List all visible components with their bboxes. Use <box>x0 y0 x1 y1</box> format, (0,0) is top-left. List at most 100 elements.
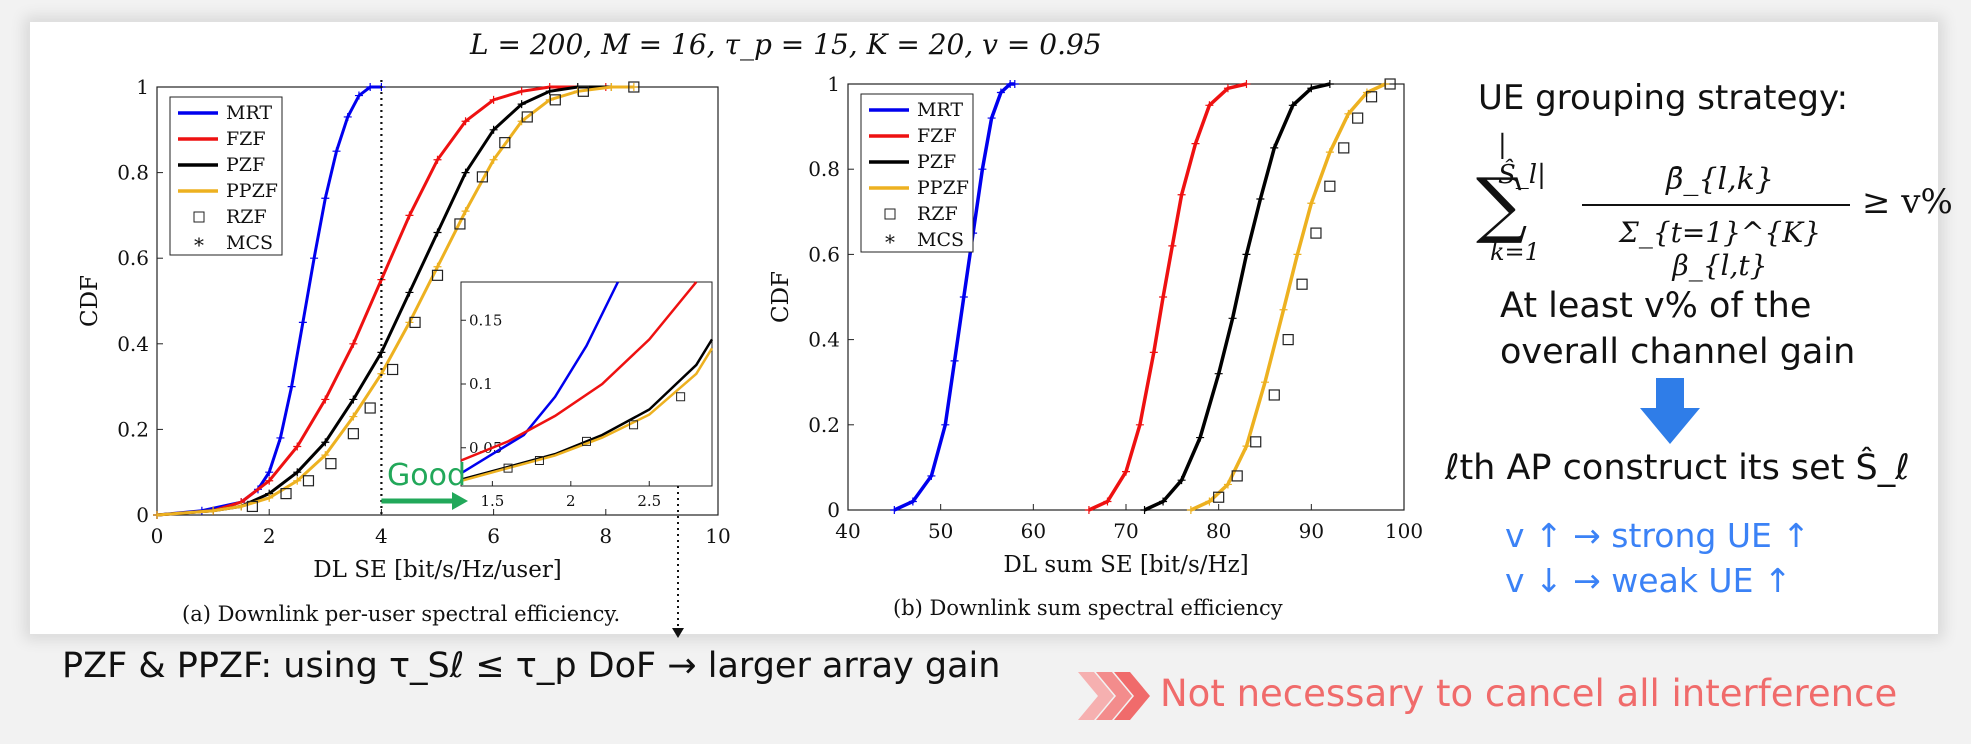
chart-b-mcs-marker <box>1270 143 1279 152</box>
chart-b-ylabel: CDF <box>768 271 794 323</box>
formula-lower-limit: k=1 <box>1490 238 1540 266</box>
chart-b-mcs-marker <box>1325 80 1334 88</box>
chart-a-mcs-marker <box>629 83 638 91</box>
chart-b-mcs-marker <box>1186 506 1195 514</box>
chart-b-mcs-marker <box>1205 497 1214 506</box>
formula-condition: ≥ v% <box>1862 182 1953 222</box>
chart-a-rzf-marker <box>499 137 511 149</box>
chart-b-mcs-marker <box>1288 101 1297 110</box>
chart-a-rzf-marker <box>246 500 258 513</box>
chart-a-mcs-marker <box>321 438 330 447</box>
chart-b-mcs-marker <box>1205 101 1214 110</box>
chart-a-mcs-marker <box>461 117 470 126</box>
chart-a-mcs-marker <box>349 412 358 421</box>
chart-b-rzf-marker <box>1338 142 1350 154</box>
chart-b-legend-label-mcs: MCS <box>917 229 964 251</box>
formula-upper-limit: |Ŝ_l| <box>1498 130 1546 190</box>
chart-b-rzf-marker <box>1213 491 1225 503</box>
chart-a-mcs-marker <box>517 100 526 109</box>
chart-a-ylabel: CDF <box>77 275 103 327</box>
chart-b-rzf-marker <box>1231 470 1243 482</box>
chart-a-rzf-marker <box>387 363 399 376</box>
chart-a-mcs-marker <box>366 83 375 91</box>
chart-a-mcs-marker <box>517 87 526 96</box>
chart-a-mcs-marker <box>517 117 526 126</box>
chart-a-mcs-marker <box>298 318 307 327</box>
chart-b-legend-label-mrt: MRT <box>917 99 963 121</box>
chart-b-mcs-marker <box>1325 148 1334 157</box>
chart-b-mcs-marker <box>941 420 950 429</box>
chart-b-xtick-label: 60 <box>1021 519 1046 543</box>
chart-a-rzf-marker <box>302 475 315 487</box>
chart-a-mcs-marker <box>354 91 363 100</box>
chart-a-mcs-marker <box>545 87 554 96</box>
chart-b-mcs-marker <box>1293 250 1302 259</box>
chart-b-mcs-marker <box>1159 497 1168 506</box>
chart-a-mcs-marker <box>433 262 442 271</box>
chart-a-caption: (a) Downlink per-user spectral efficienc… <box>182 602 621 626</box>
formula-denominator: Σ_{t=1}^{K} β_{l,t} <box>1619 216 1821 282</box>
chart-a-legend <box>169 96 283 256</box>
chart-b-mcs-marker <box>1223 480 1232 489</box>
ap-set-text: ℓth AP construct its set Ŝ_ℓ <box>1445 448 1910 488</box>
chart-a-mcs-marker <box>433 228 442 237</box>
chart-a-mcs-marker <box>293 442 302 451</box>
chart-b-mcs-marker <box>1214 369 1223 378</box>
chart-b-mcs-marker <box>959 293 968 301</box>
chart-a-mcs-marker <box>321 194 330 203</box>
chart-b-mcs-marker <box>1344 109 1353 118</box>
gain-text-line1: At least v% of the <box>1500 286 1812 326</box>
chart-a-legend-label-rzf: RZF <box>226 206 267 228</box>
inset-series-ppzf <box>460 347 714 483</box>
chart-a-mcs-marker <box>461 168 470 177</box>
chart-b-ytick-label: 0 <box>827 498 840 522</box>
strong-ue-text: v ↑ → strong UE ↑ <box>1505 516 1810 555</box>
chart-a-mcs-marker <box>209 506 218 515</box>
chart-b-ytick-label: 0.6 <box>808 242 840 266</box>
chart-b-mcs-marker <box>987 114 996 123</box>
chart-a-mcs-marker <box>287 382 296 391</box>
inset-series-mrt <box>460 281 620 475</box>
chart-a-mcs-marker <box>153 511 161 519</box>
chart-b-xtick-label: 70 <box>1113 519 1138 543</box>
bottom-note: PZF & PPZF: using τ_Sℓ ≤ τ_p DoF → large… <box>62 646 1001 686</box>
inset-rzf-marker <box>676 392 686 402</box>
chart-a-legend-swatch-rzf <box>193 211 205 223</box>
chart-a-mcs-marker <box>489 125 498 134</box>
inset-rzf-marker <box>629 420 639 430</box>
inset-xtick-label: 2.5 <box>637 492 661 510</box>
chart-b-ytick-label: 0.2 <box>808 413 840 437</box>
chart-a-legend-label-ppzf: PPZF <box>226 180 278 202</box>
chart-a-ytick-label: 0.4 <box>117 332 149 356</box>
chart-b-mcs-marker <box>1261 378 1269 387</box>
chart-b-legend-label-rzf: RZF <box>917 203 958 225</box>
chart-a-mcs-marker <box>349 395 358 404</box>
chart-a-xtick-label: 2 <box>263 524 276 548</box>
chart-b-mcs-marker <box>1084 506 1093 514</box>
chart-b-mcs-marker <box>978 165 987 174</box>
chart-a-mcs-marker <box>343 112 352 121</box>
inset-ytick-label: 0.15 <box>469 311 502 329</box>
chart-a-rzf-marker <box>454 218 466 230</box>
chart-b-legend-label-pzf: PZF <box>917 151 956 173</box>
chart-a-mcs-marker <box>377 369 386 378</box>
chart-b-xtick-label: 90 <box>1299 519 1324 543</box>
chart-a-xtick-label: 4 <box>375 524 388 548</box>
chart-a-mcs-marker <box>276 433 285 442</box>
chart-b-xtick-label: 50 <box>928 519 953 543</box>
chart-a-rzf-marker <box>628 81 640 93</box>
simulation-parameters: L = 200, M = 16, τ_p = 15, K = 20, v = 0… <box>470 28 1102 61</box>
chart-b-ytick-label: 0.4 <box>808 328 840 352</box>
chart-b-mcs-marker <box>927 471 936 480</box>
strategy-title: UE grouping strategy: <box>1478 78 1849 118</box>
chart-b-mcs-marker <box>996 88 1005 97</box>
chart-a-mcs-marker <box>332 147 341 156</box>
chart-a-rzf-marker <box>476 171 488 183</box>
chart-a-rzf-marker <box>347 428 359 440</box>
chart-b-series-mrt <box>893 82 1015 512</box>
conclusion-text: Not necessary to cancel all interference <box>1160 672 1898 715</box>
chart-b-mcs-marker <box>1223 84 1232 93</box>
chart-a-mcs-marker <box>405 211 414 220</box>
chart-b-mcs-marker <box>1191 139 1200 148</box>
inset-xtick-label: 2 <box>566 492 576 510</box>
